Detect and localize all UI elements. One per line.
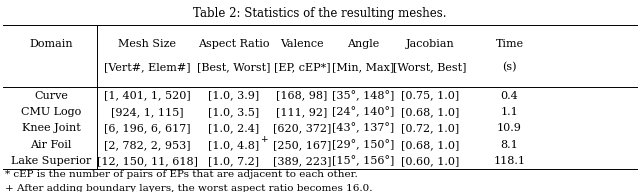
Text: Jacobian: Jacobian: [406, 39, 454, 49]
Text: [1.0, 7.2]: [1.0, 7.2]: [208, 156, 259, 166]
Text: 0.4: 0.4: [500, 91, 518, 101]
Text: [29°, 150°]: [29°, 150°]: [332, 139, 394, 150]
Text: [2, 782, 2, 953]: [2, 782, 2, 953]: [104, 140, 191, 150]
Text: [0.72, 1.0]: [0.72, 1.0]: [401, 123, 460, 133]
Text: [Worst, Best]: [Worst, Best]: [394, 63, 467, 73]
Text: 8.1: 8.1: [500, 140, 518, 150]
Text: [1.0, 4.8]: [1.0, 4.8]: [208, 140, 259, 150]
Text: Valence: Valence: [280, 39, 324, 49]
Text: [1.0, 2.4]: [1.0, 2.4]: [208, 123, 259, 133]
Text: [0.60, 1.0]: [0.60, 1.0]: [401, 156, 460, 166]
Text: [24°, 140°]: [24°, 140°]: [332, 107, 394, 117]
Text: +: +: [260, 135, 268, 144]
Text: Air Foil: Air Foil: [31, 140, 72, 150]
Text: [35°, 148°]: [35°, 148°]: [332, 90, 394, 101]
Text: + After adding boundary layers, the worst aspect ratio becomes 16.0.: + After adding boundary layers, the wors…: [5, 184, 372, 192]
Text: Domain: Domain: [29, 39, 73, 49]
Text: [15°, 156°]: [15°, 156°]: [332, 156, 394, 166]
Text: [Min, Max]: [Min, Max]: [332, 63, 394, 73]
Text: [620, 372]: [620, 372]: [273, 123, 332, 133]
Text: Lake Superior: Lake Superior: [11, 156, 92, 166]
Text: [1.0, 3.9]: [1.0, 3.9]: [208, 91, 259, 101]
Text: [0.68, 1.0]: [0.68, 1.0]: [401, 107, 460, 117]
Text: Curve: Curve: [35, 91, 68, 101]
Text: [1, 401, 1, 520]: [1, 401, 1, 520]: [104, 91, 191, 101]
Text: [0.75, 1.0]: [0.75, 1.0]: [401, 91, 460, 101]
Text: [EP, cEP*]: [EP, cEP*]: [274, 63, 330, 73]
Text: [924, 1, 115]: [924, 1, 115]: [111, 107, 184, 117]
Text: 118.1: 118.1: [493, 156, 525, 166]
Text: [6, 196, 6, 617]: [6, 196, 6, 617]: [104, 123, 191, 133]
Text: Mesh Size: Mesh Size: [118, 39, 176, 49]
Text: [111, 92]: [111, 92]: [276, 107, 328, 117]
Text: [168, 98]: [168, 98]: [276, 91, 328, 101]
Text: [Best, Worst]: [Best, Worst]: [197, 63, 270, 73]
Text: 1.1: 1.1: [500, 107, 518, 117]
Text: CMU Logo: CMU Logo: [21, 107, 81, 117]
Text: Angle: Angle: [347, 39, 379, 49]
Text: [1.0, 3.5]: [1.0, 3.5]: [208, 107, 259, 117]
Text: [Vert#, Elem#]: [Vert#, Elem#]: [104, 63, 191, 73]
Text: [389, 223]: [389, 223]: [273, 156, 332, 166]
Text: 10.9: 10.9: [497, 123, 522, 133]
Text: [12, 150, 11, 618]: [12, 150, 11, 618]: [97, 156, 198, 166]
Text: [250, 167]: [250, 167]: [273, 140, 332, 150]
Text: [0.68, 1.0]: [0.68, 1.0]: [401, 140, 460, 150]
Text: Knee Joint: Knee Joint: [22, 123, 81, 133]
Text: [43°, 137°]: [43°, 137°]: [332, 123, 394, 134]
Text: Aspect Ratio: Aspect Ratio: [198, 39, 269, 49]
Text: Table 2: Statistics of the resulting meshes.: Table 2: Statistics of the resulting mes…: [193, 7, 447, 20]
Text: Time: Time: [495, 39, 524, 49]
Text: (s): (s): [502, 62, 516, 73]
Text: * cEP is the number of pairs of EPs that are adjacent to each other.: * cEP is the number of pairs of EPs that…: [5, 170, 358, 179]
